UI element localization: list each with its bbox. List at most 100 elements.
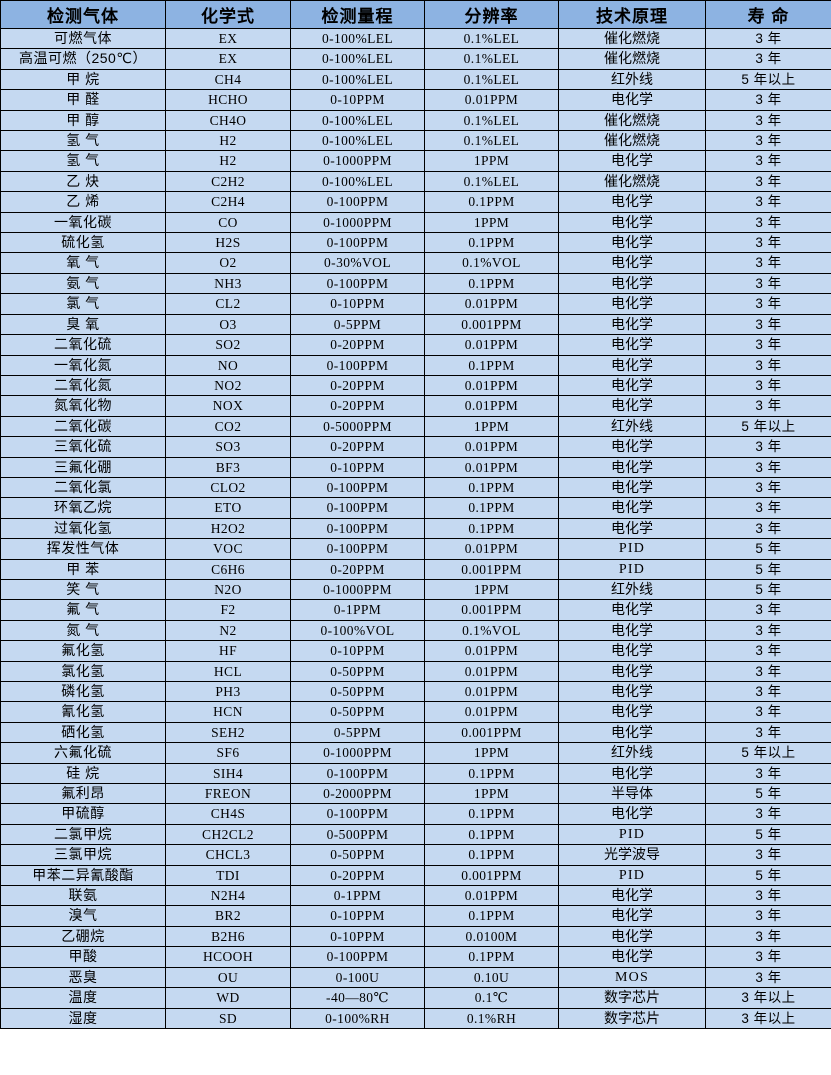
table-row: 一氧化氮 NO 0-100PPM 0.1PPM 电化学 3 年: [0, 354, 831, 376]
cell-range: 0-100%VOL: [290, 619, 425, 642]
cell-range: 0-20PPM: [290, 374, 425, 397]
table-row: 甲 醇 CH4O 0-100%LEL 0.1%LEL 催化燃烧 3 年: [0, 109, 831, 132]
cell-resolution: 1PPM: [424, 211, 559, 234]
cell-resolution: 0.01PPM: [424, 334, 559, 356]
table-row: 二氧化氯 CLO2 0-100PPM 0.1PPM 电化学 3 年: [0, 476, 831, 499]
cell-principle: 催化燃烧: [558, 109, 706, 132]
cell-range: 0-100%RH: [290, 1007, 425, 1029]
table-row: 乙硼烷 B2H6 0-10PPM 0.0100M 电化学 3 年: [0, 925, 831, 948]
cell-resolution: 0.1PPM: [424, 844, 559, 866]
cell-principle: 电化学: [558, 701, 706, 723]
table-row: 可燃气体 EX 0-100%LEL 0.1%LEL 催化燃烧 3 年: [0, 27, 831, 50]
cell-gas-name: 氯化氢: [0, 660, 166, 683]
cell-formula: EX: [165, 27, 291, 50]
cell-life: 3 年: [705, 48, 831, 70]
cell-resolution: 0.1PPM: [424, 823, 559, 846]
cell-range: 0-20PPM: [290, 864, 425, 887]
cell-resolution: 0.1PPM: [424, 354, 559, 376]
cell-principle: 电化学: [558, 925, 706, 948]
table-row: 甲硫醇 CH4S 0-100PPM 0.1PPM 电化学 3 年: [0, 803, 831, 825]
cell-gas-name: 磷化氢: [0, 680, 166, 703]
cell-resolution: 0.01PPM: [424, 89, 559, 111]
cell-principle: 催化燃烧: [558, 130, 706, 152]
column-header-life: 寿 命: [705, 0, 831, 29]
table-row: 氮氧化物 NOX 0-20PPM 0.01PPM 电化学 3 年: [0, 395, 831, 417]
column-header-principle: 技术原理: [558, 0, 706, 29]
cell-range: 0-50PPM: [290, 844, 425, 866]
cell-gas-name: 二氧化硫: [0, 334, 166, 356]
cell-resolution: 0.1PPM: [424, 232, 559, 254]
cell-life: 3 年: [705, 476, 831, 499]
table-row: 六氟化硫 SF6 0-1000PPM 1PPM 红外线 5 年以上: [0, 742, 831, 764]
cell-formula: HCL: [165, 660, 291, 683]
cell-gas-name: 恶臭: [0, 966, 166, 989]
table-row: 氨 气 NH3 0-100PPM 0.1PPM 电化学 3 年: [0, 272, 831, 295]
table-row: 乙 炔 C2H2 0-100%LEL 0.1%LEL 催化燃烧 3 年: [0, 170, 831, 193]
cell-principle: 电化学: [558, 619, 706, 642]
cell-range: 0-1PPM: [290, 885, 425, 907]
cell-gas-name: 甲酸: [0, 946, 166, 968]
cell-gas-name: 湿度: [0, 1007, 166, 1029]
cell-life: 5 年: [705, 783, 831, 805]
cell-life: 5 年: [705, 864, 831, 887]
cell-life: 3 年: [705, 89, 831, 111]
cell-life: 3 年: [705, 374, 831, 397]
cell-principle: 电化学: [558, 517, 706, 540]
cell-life: 5 年: [705, 558, 831, 580]
cell-resolution: 0.1%RH: [424, 1007, 559, 1029]
table-row: 二氧化氮 NO2 0-20PPM 0.01PPM 电化学 3 年: [0, 374, 831, 397]
cell-gas-name: 乙 烯: [0, 191, 166, 213]
cell-resolution: 0.1%LEL: [424, 48, 559, 70]
cell-formula: SD: [165, 1007, 291, 1029]
cell-range: 0-100PPM: [290, 517, 425, 540]
cell-principle: 电化学: [558, 905, 706, 927]
cell-principle: 电化学: [558, 354, 706, 376]
table-row: 硫化氢 H2S 0-100PPM 0.1PPM 电化学 3 年: [0, 232, 831, 254]
cell-formula: HCN: [165, 701, 291, 723]
cell-principle: 催化燃烧: [558, 170, 706, 193]
cell-formula: C2H2: [165, 170, 291, 193]
cell-resolution: 0.1PPM: [424, 517, 559, 540]
table-row: 三氯甲烷 CHCL3 0-50PPM 0.1PPM 光学波导 3 年: [0, 844, 831, 866]
cell-life: 3 年: [705, 640, 831, 662]
cell-life: 3 年: [705, 170, 831, 193]
cell-gas-name: 二氧化碳: [0, 415, 166, 438]
cell-formula: CLO2: [165, 476, 291, 499]
cell-principle: 电化学: [558, 885, 706, 907]
cell-life: 5 年: [705, 823, 831, 846]
cell-gas-name: 过氧化氢: [0, 517, 166, 540]
cell-formula: SEH2: [165, 721, 291, 744]
cell-resolution: 0.01PPM: [424, 885, 559, 907]
table-row: 磷化氢 PH3 0-50PPM 0.01PPM 电化学 3 年: [0, 680, 831, 703]
cell-principle: 电化学: [558, 211, 706, 234]
cell-resolution: 0.1PPM: [424, 191, 559, 213]
cell-gas-name: 三氟化硼: [0, 456, 166, 478]
cell-gas-name: 氧 气: [0, 252, 166, 274]
cell-life: 5 年: [705, 578, 831, 601]
cell-range: 0-100PPM: [290, 538, 425, 560]
cell-principle: 催化燃烧: [558, 48, 706, 70]
cell-gas-name: 氢 气: [0, 150, 166, 172]
cell-range: 0-10PPM: [290, 640, 425, 662]
cell-formula: H2: [165, 150, 291, 172]
cell-principle: 电化学: [558, 272, 706, 295]
table-row: 臭 氧 O3 0-5PPM 0.001PPM 电化学 3 年: [0, 313, 831, 336]
cell-formula: N2H4: [165, 885, 291, 907]
cell-formula: O3: [165, 313, 291, 336]
table-row: 环氧乙烷 ETO 0-100PPM 0.1PPM 电化学 3 年: [0, 497, 831, 519]
cell-gas-name: 臭 氧: [0, 313, 166, 336]
cell-life: 3 年: [705, 619, 831, 642]
cell-gas-name: 三氯甲烷: [0, 844, 166, 866]
cell-gas-name: 乙硼烷: [0, 925, 166, 948]
cell-resolution: 1PPM: [424, 578, 559, 601]
cell-gas-name: 氰化氢: [0, 701, 166, 723]
cell-resolution: 0.1PPM: [424, 497, 559, 519]
cell-gas-name: 甲 醛: [0, 89, 166, 111]
table-row: 氟 气 F2 0-1PPM 0.001PPM 电化学 3 年: [0, 599, 831, 621]
cell-gas-name: 溴气: [0, 905, 166, 927]
cell-resolution: 0.01PPM: [424, 436, 559, 458]
cell-life: 3 年: [705, 925, 831, 948]
table-row: 挥发性气体 VOC 0-100PPM 0.01PPM PID 5 年: [0, 538, 831, 560]
cell-resolution: 0.10U: [424, 966, 559, 989]
cell-gas-name: 硒化氢: [0, 721, 166, 744]
